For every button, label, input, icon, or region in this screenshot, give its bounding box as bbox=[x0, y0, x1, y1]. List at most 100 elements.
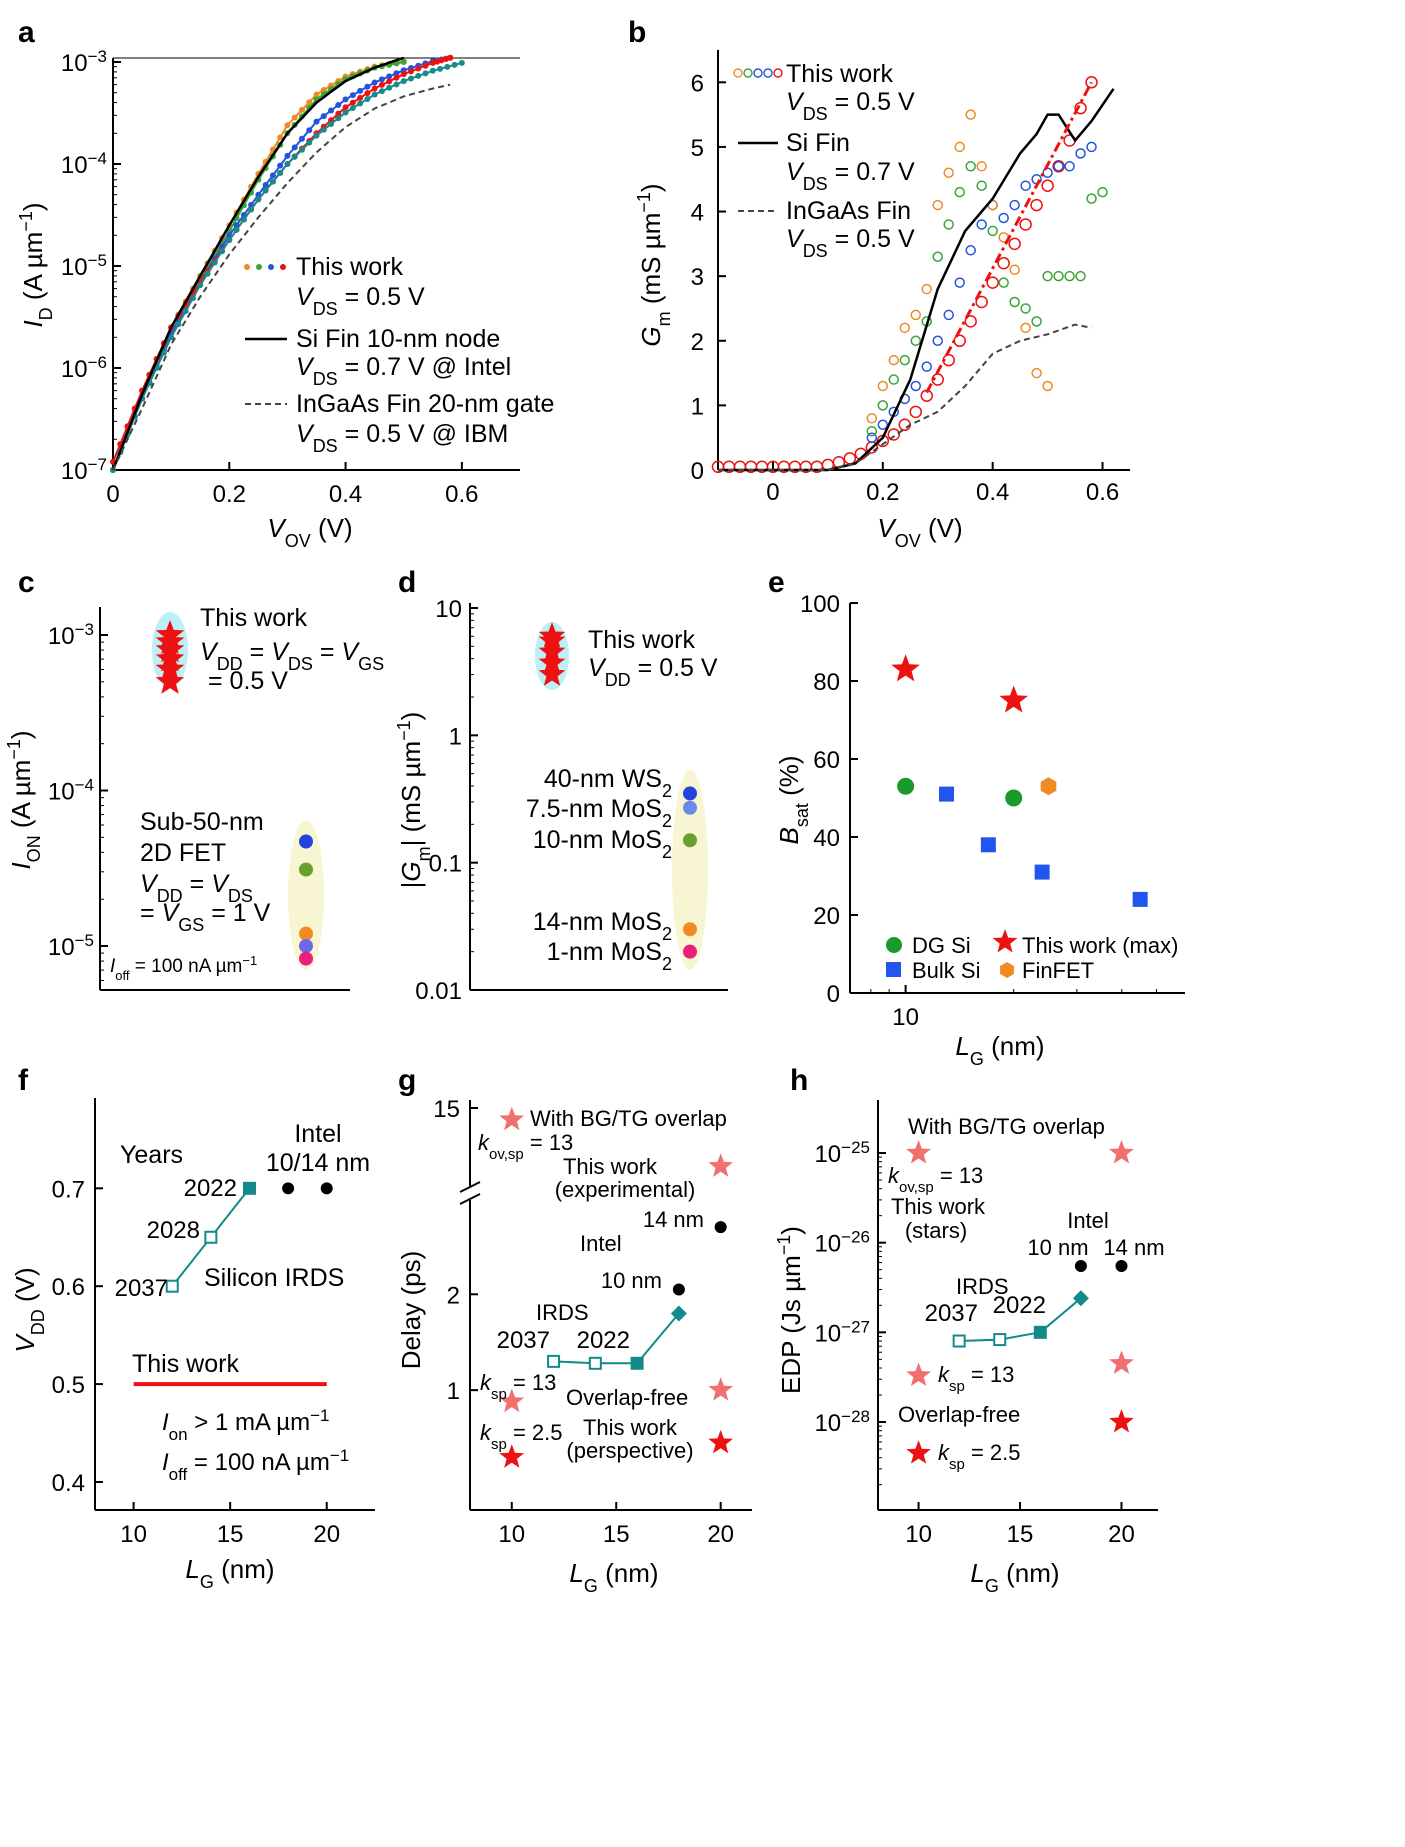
panel-c-y-tick-label-part: −3 bbox=[75, 620, 94, 639]
panel-a-data-point bbox=[386, 78, 393, 85]
panel-a-legend-cond-part: = bbox=[345, 420, 360, 448]
panel-f-ioff-label-part: −1 bbox=[330, 1446, 349, 1465]
panel-d-y-axis-label-part: m bbox=[414, 846, 434, 861]
panel-a-data-point bbox=[262, 187, 269, 194]
panel-c-group-label-part bbox=[155, 899, 162, 927]
panel-c-star-marker bbox=[155, 654, 185, 682]
panel-b-fit-line bbox=[925, 81, 1093, 394]
panel-b-data-point bbox=[866, 413, 878, 424]
panel-a-data-point bbox=[335, 115, 342, 122]
panel-a-series-line bbox=[111, 56, 405, 471]
panel-a-y-tick-label-part: 10 bbox=[61, 458, 88, 485]
panel-e-y-axis-label-part: (%) bbox=[774, 755, 804, 803]
panel-d-point-label: 10-nm MoS2 bbox=[533, 826, 672, 862]
panel-a-legend-cond-part: V bbox=[408, 420, 425, 448]
panel-f-x-tick-label: 20 bbox=[313, 1521, 340, 1548]
panel-a-series-line bbox=[112, 83, 451, 471]
panel-b-data-point bbox=[1020, 180, 1031, 191]
panel-b-legend-cond-part: 0.7 bbox=[856, 158, 891, 186]
panel-d-this-work-label-part: This work bbox=[588, 626, 695, 654]
panel-b-data-point bbox=[998, 277, 1009, 288]
panel-b-legend-cond-part bbox=[891, 88, 898, 116]
panel-h-irds-line bbox=[959, 1297, 1082, 1342]
panel-c-group-label-part: V bbox=[140, 870, 159, 898]
panel-c-group-label-part: V bbox=[211, 870, 230, 898]
panel-d-point-label: 40-nm WS2 bbox=[544, 765, 672, 801]
panel-d-this-work-cond-part bbox=[631, 654, 638, 682]
panel-d-point-label-part: 2 bbox=[662, 842, 672, 862]
panel-f-y-tick-label-part: 0.7 bbox=[52, 1176, 85, 1203]
panel-h-x-tick-label-part: 20 bbox=[1108, 1521, 1135, 1548]
panel-b-data-point bbox=[965, 161, 976, 172]
panel-h-x-axis-label: LG (nm) bbox=[970, 1558, 1059, 1596]
panel-d-star-marker bbox=[538, 660, 566, 686]
panel-a-legend-cond-part: V bbox=[408, 283, 425, 311]
panel-g-irds-point bbox=[547, 1354, 561, 1368]
panel-h-intel-title-part: Intel bbox=[1067, 1208, 1109, 1233]
panel-h-irds-point bbox=[993, 1333, 1007, 1347]
panel-h-year-label-part: 2037 bbox=[925, 1300, 978, 1327]
panel-b-y-tick-label: 4 bbox=[691, 200, 704, 227]
panel-c-y-axis-label-part: (A µm bbox=[6, 760, 36, 836]
panel-f-irds-point bbox=[242, 1181, 256, 1195]
panel-h-irds-title: IRDS bbox=[956, 1274, 1009, 1299]
panel-g-year-label: 2022 bbox=[577, 1327, 630, 1354]
panel-a-data-point bbox=[415, 65, 422, 72]
panel-a-data-point bbox=[306, 127, 313, 134]
panel-h-irds-point bbox=[952, 1334, 966, 1348]
panel-label-b: b bbox=[628, 16, 646, 49]
panel-a-legend-cond-part: @ bbox=[432, 420, 457, 448]
panel-a-legend-cond-part bbox=[338, 283, 345, 311]
panel-c-group-label-part bbox=[204, 899, 211, 927]
panel-a-data-point bbox=[357, 100, 364, 107]
panel-a-data-point bbox=[298, 106, 305, 113]
panel-a-data-point bbox=[364, 90, 371, 97]
panel-b-legend-cond-part bbox=[849, 225, 856, 253]
panel-g-x-axis-label-part: G bbox=[584, 1576, 598, 1596]
panel-g-kov-label-part: ov,sp bbox=[489, 1146, 524, 1163]
panel-e-data-point bbox=[1034, 864, 1050, 880]
panel-b-data-point bbox=[932, 335, 943, 347]
panel-c-this-work-label-part: This work bbox=[200, 604, 307, 632]
panel-c-this-work-cond-part: DD bbox=[217, 654, 243, 674]
panel-f-year-label: 2028 bbox=[147, 1217, 200, 1244]
panel-g-ksp13-label-part: = 13 bbox=[507, 1370, 557, 1395]
panel-c-group-label-part: 1 bbox=[233, 899, 247, 927]
panel-b-legend-cond-part: = bbox=[835, 225, 850, 253]
panel-c-group-label-part: Sub-50-nm bbox=[140, 808, 264, 836]
panel-h-kov-label-part: ov,sp bbox=[899, 1179, 934, 1196]
panel-d-point-label-part: 7.5-nm bbox=[526, 795, 604, 823]
panel-a-legend-cond-part: DS bbox=[313, 369, 338, 389]
panel-h-ksp13-label-part: = 13 bbox=[965, 1362, 1015, 1387]
panel-g-ksp25-label-part: k bbox=[480, 1420, 492, 1445]
panel-h-y-tick-label-part: −26 bbox=[841, 1227, 870, 1246]
panel-e-y-tick-label-part: 100 bbox=[800, 591, 840, 618]
panel-c-this-work-cond-part: V bbox=[341, 638, 360, 666]
panel-a-data-point bbox=[226, 236, 233, 243]
panel-b-data-point bbox=[965, 245, 976, 256]
panel-a-data-point bbox=[197, 282, 204, 289]
panel-b-legend-cond-part: DS bbox=[803, 174, 828, 194]
panel-e-data-point bbox=[1005, 789, 1023, 807]
panel-g-star-experimental bbox=[499, 1106, 525, 1131]
panel-c-y-tick-label-part: 10 bbox=[48, 623, 75, 650]
panel-d-y-axis-label-part: ) bbox=[396, 712, 426, 721]
panel-a-y-tick-label-part: −5 bbox=[88, 251, 107, 270]
panel-a-data-point bbox=[447, 54, 454, 61]
panel-e-data-point bbox=[897, 777, 915, 795]
panel-a-legend-cond-part: V bbox=[408, 353, 425, 381]
panel-label-c-part: c bbox=[18, 566, 35, 599]
panel-d-point-label-part bbox=[604, 826, 611, 854]
panel-h-star-overlap bbox=[1109, 1140, 1134, 1164]
panel-e-legend-marker bbox=[992, 929, 1018, 953]
panel-h-intel-title: Intel bbox=[1067, 1208, 1109, 1233]
panel-g-y-tick-label-part: 1 bbox=[447, 1378, 460, 1405]
panel-f-y-tick-label-part: 0.4 bbox=[52, 1470, 85, 1497]
panel-e-y-tick-label: 100 bbox=[800, 591, 840, 618]
panel-a-data-point bbox=[378, 81, 385, 88]
panel-b-data-point bbox=[1030, 198, 1043, 212]
panel-a-data-point bbox=[284, 122, 291, 129]
panel-a-data-point bbox=[284, 161, 291, 167]
panel-g-this-work-label-part: (experimental) bbox=[555, 1177, 696, 1202]
panel-h-y-axis-label-part: ) bbox=[776, 1226, 806, 1235]
